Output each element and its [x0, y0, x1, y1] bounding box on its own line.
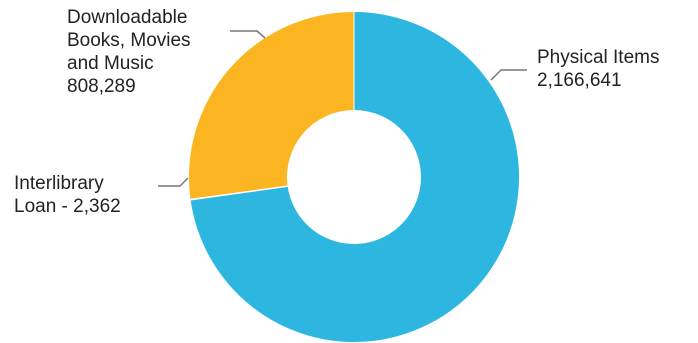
leader-line-3 [230, 30, 266, 39]
slice-label-line: 808,289 [67, 76, 136, 97]
leader-line-1 [490, 69, 527, 81]
donut-slices [189, 12, 519, 343]
slice-label-physical-items: Physical Items 2,166,641 [537, 47, 659, 91]
slice-label-line: Downloadable [67, 7, 187, 28]
donut-slice-physical-items [190, 12, 519, 343]
slice-label-line: Books, Movies [67, 30, 191, 51]
slice-label-line: 2,166,641 [537, 70, 622, 91]
donut-slice-downloadable-books-movies-and-music [189, 12, 354, 200]
slice-label-line: Loan - 2,362 [14, 196, 121, 217]
slice-labels: Physical Items 2,166,641 Interlibrary Loan … [14, 7, 659, 217]
slice-label-downloadable-books-movies-and-music: Downloadable Books, Movies and Music 808,28… [67, 7, 191, 97]
slice-label-line: Interlibrary [14, 173, 104, 194]
slice-label-line: Physical Items [537, 47, 659, 68]
leader-lines [158, 30, 527, 187]
slice-label-line: and Music [67, 53, 154, 74]
leader-line-2 [158, 177, 189, 187]
slice-separator [190, 185, 288, 200]
slice-label-interlibrary-loan: Interlibrary Loan - 2,362 [14, 173, 121, 217]
